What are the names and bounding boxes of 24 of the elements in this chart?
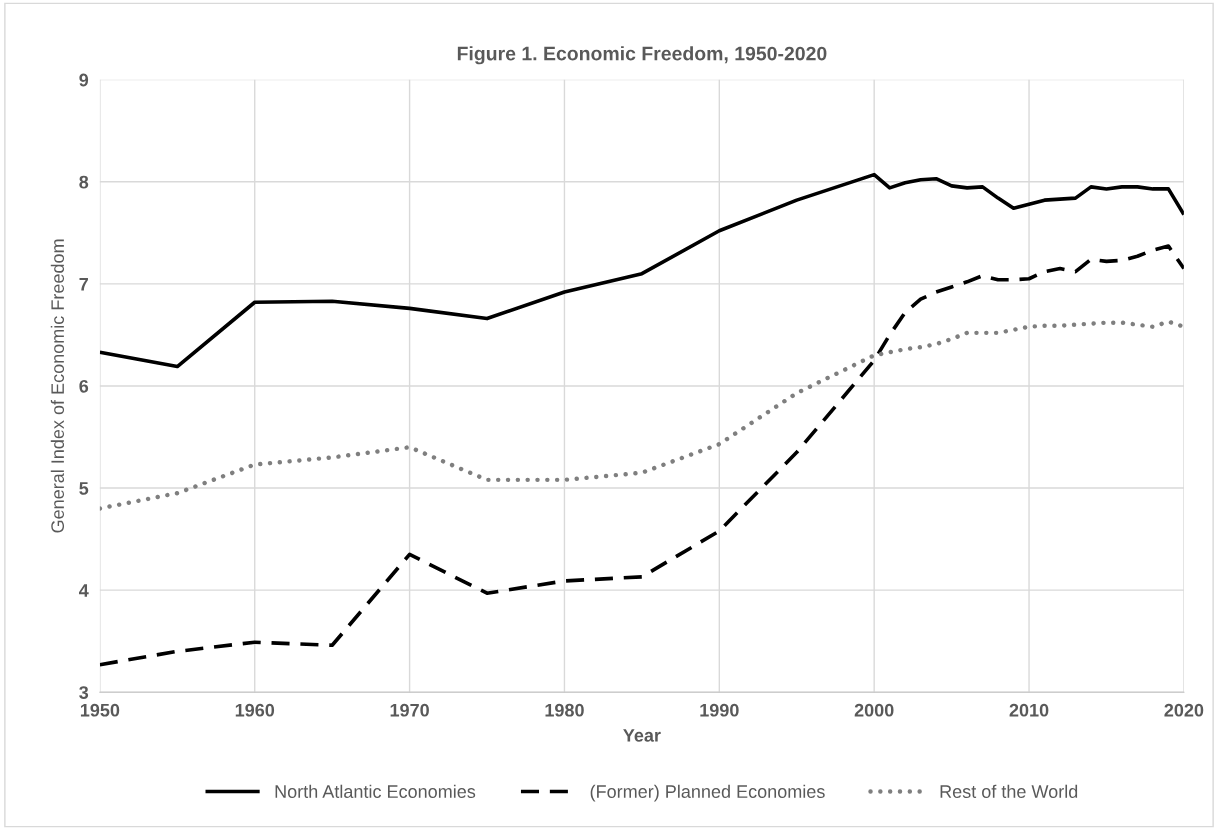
legend-label: North Atlantic Economies <box>275 784 476 798</box>
y-tick-label: 5 <box>79 482 89 495</box>
y-tick-label: 4 <box>79 584 89 597</box>
chart-title: Figure 1. Economic Freedom, 1950-2020 <box>457 46 827 65</box>
x-tick-label: 1950 <box>80 703 120 717</box>
x-tick-label: 2020 <box>1164 703 1204 717</box>
y-tick-label: 8 <box>79 175 89 189</box>
legend-label: (Former) Planned Economies <box>590 784 825 802</box>
y-tick-label: 7 <box>79 277 88 291</box>
y-tick-label: 3 <box>79 686 89 699</box>
x-tick-label: 1970 <box>390 703 429 717</box>
x-tick-label: 1960 <box>235 703 275 717</box>
line-series <box>99 244 1184 667</box>
x-axis-title: Year <box>623 729 661 742</box>
x-tick-label: 2010 <box>1009 703 1049 717</box>
line-series <box>99 319 1184 511</box>
y-tick-label: 9 <box>79 73 89 87</box>
y-tick-label: 6 <box>79 379 89 393</box>
x-tick-label: 2000 <box>854 703 894 717</box>
x-tick-label: 1980 <box>545 703 584 717</box>
x-tick-label: 1990 <box>700 703 739 717</box>
legend-label: Rest of the World <box>940 784 1078 798</box>
line-series <box>99 172 1184 369</box>
y-axis-title: General Index of Economic Freedom <box>50 239 65 533</box>
